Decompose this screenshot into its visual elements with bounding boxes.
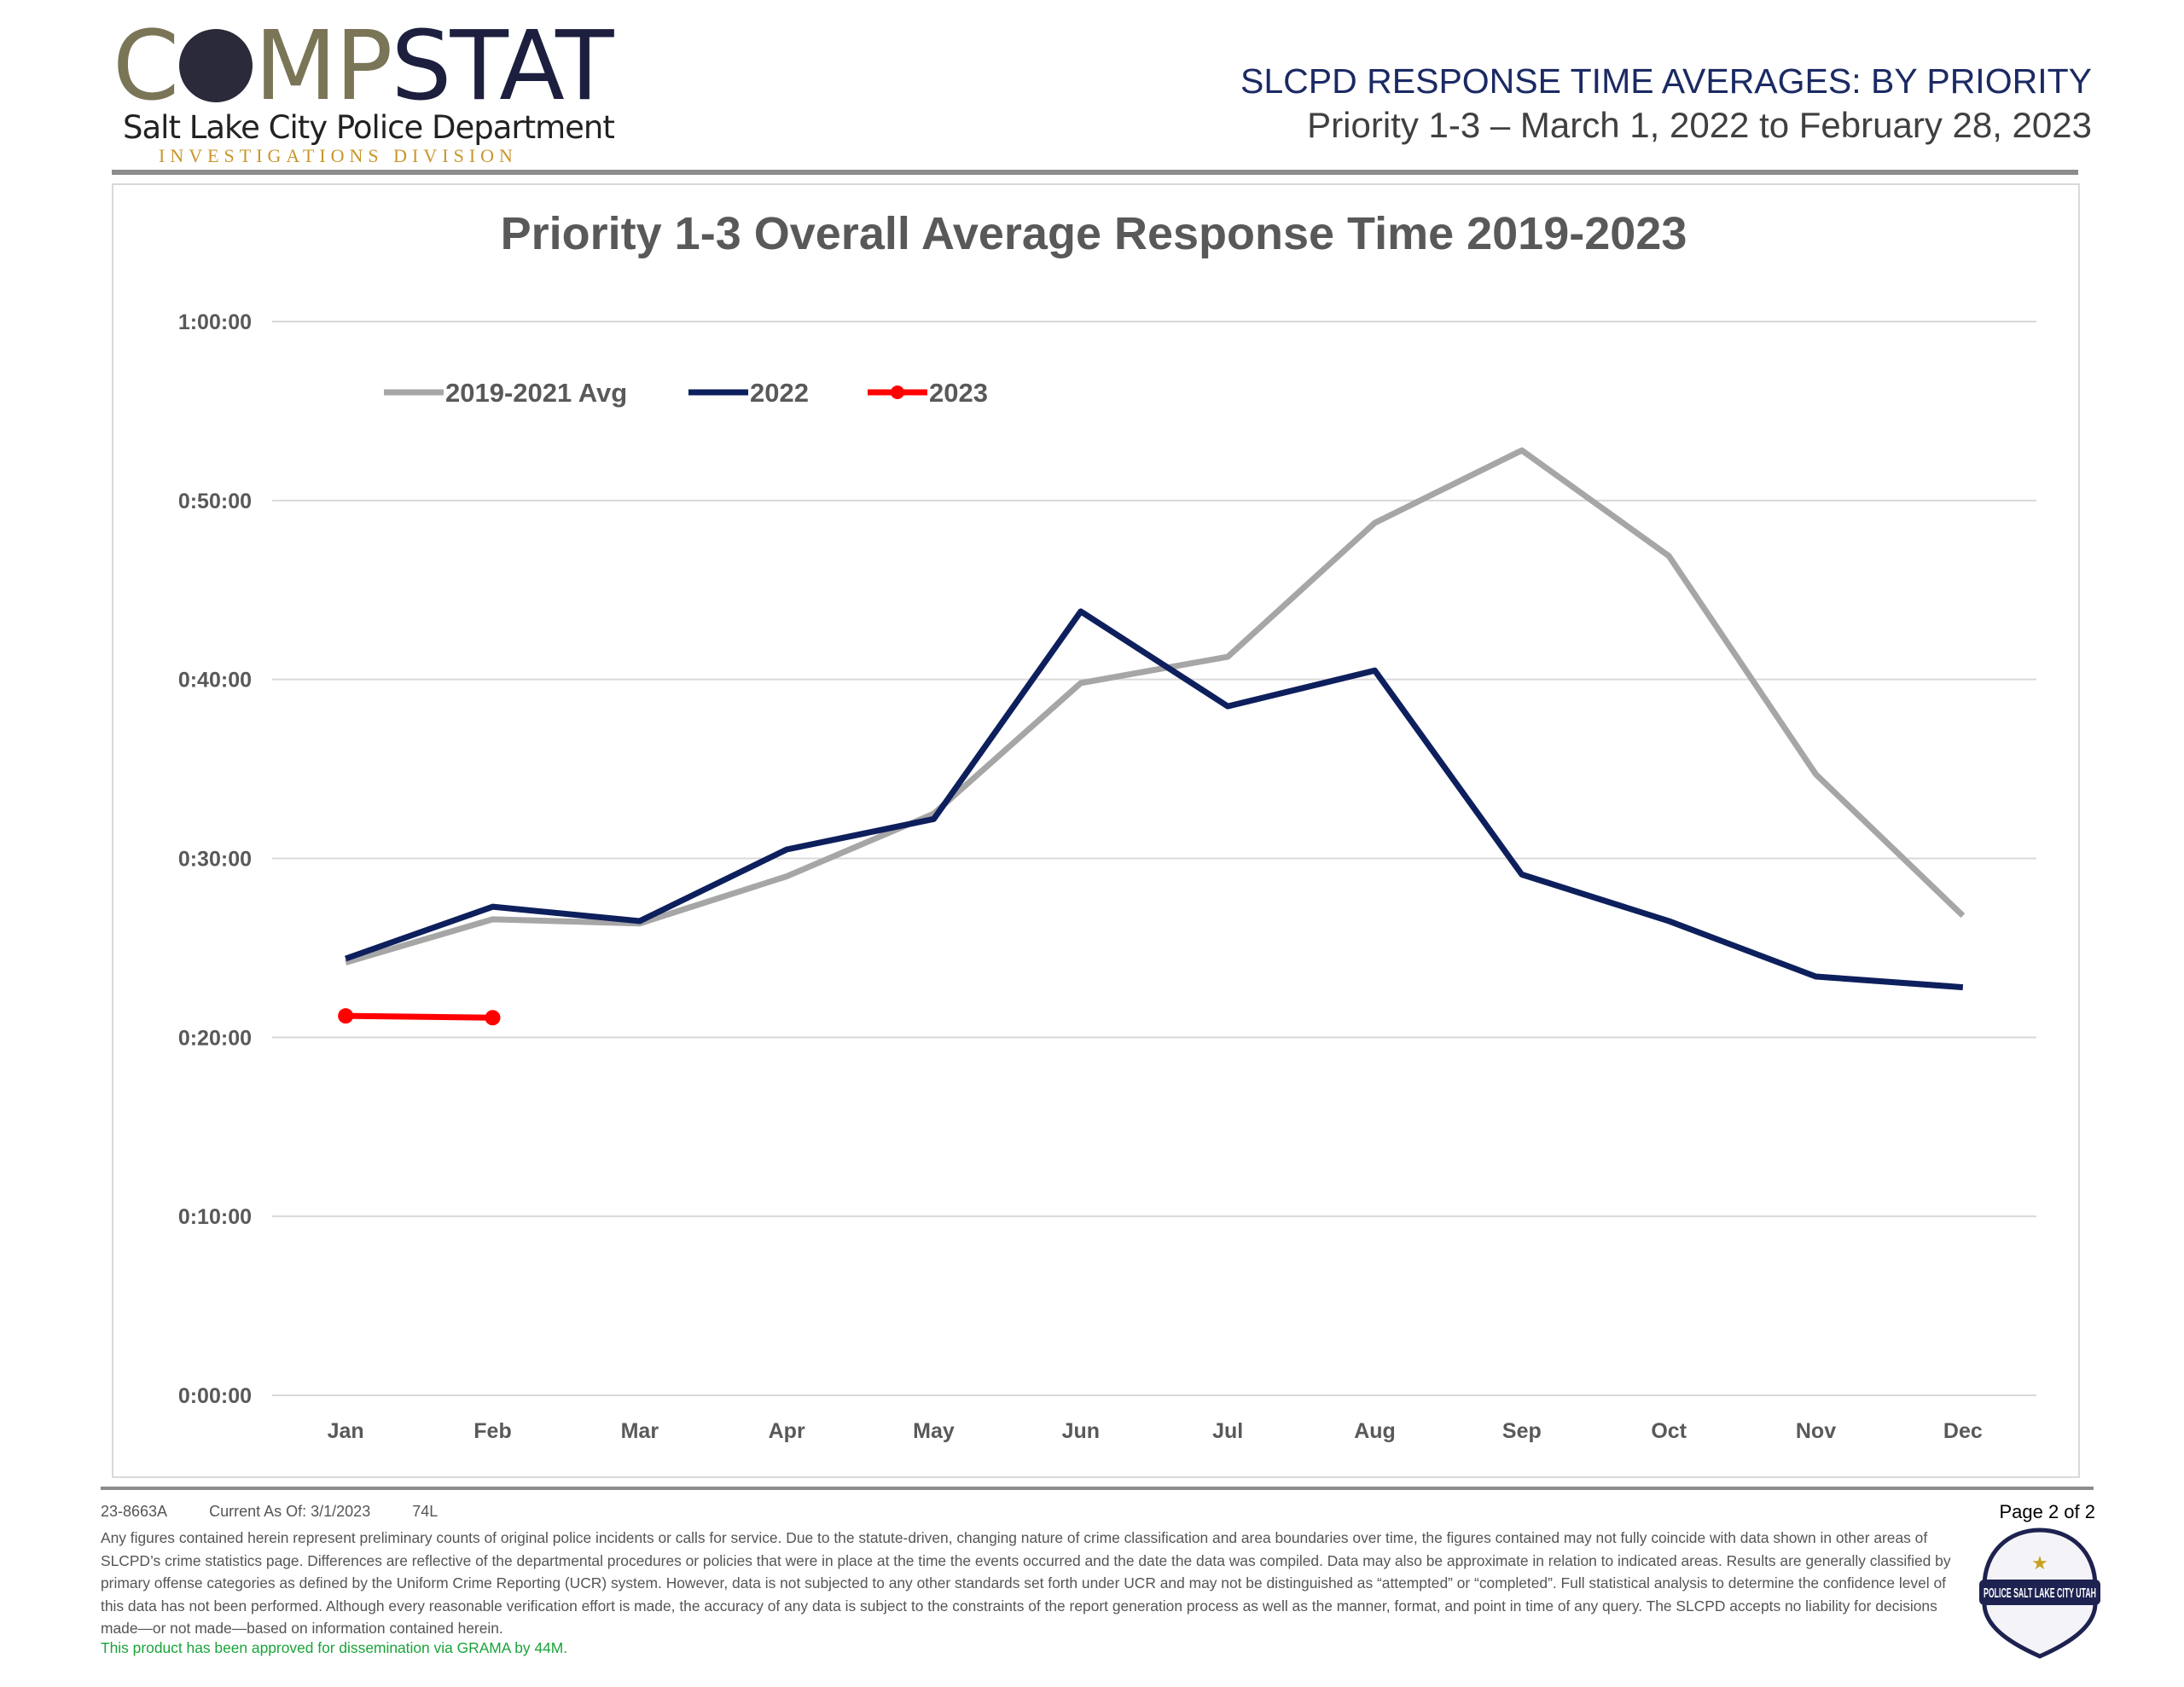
footer-divider xyxy=(101,1487,2094,1490)
grama-notice: This product has been approved for disse… xyxy=(101,1639,568,1656)
report-id: 23-8663A xyxy=(101,1503,168,1520)
y-tick-label: 0:40:00 xyxy=(178,669,252,693)
x-tick-label: Jan xyxy=(328,1419,364,1443)
chart-frame xyxy=(112,183,2080,1478)
y-tick-label: 0:20:00 xyxy=(178,1026,252,1050)
header-divider xyxy=(112,170,2078,175)
logo-department: Salt Lake City Police Department xyxy=(123,109,615,146)
x-tick-label: Sep xyxy=(1502,1419,1542,1443)
logo-letters-mp: MP xyxy=(254,11,392,122)
x-tick-label: Jul xyxy=(1212,1419,1243,1443)
svg-text:★: ★ xyxy=(2031,1552,2048,1574)
report-code: 74L xyxy=(412,1503,439,1520)
footer-meta: 23-8663A Current As Of: 3/1/2023 74L xyxy=(101,1503,475,1521)
seal-icon xyxy=(179,29,253,102)
page-number: Page 2 of 2 xyxy=(1999,1501,2095,1522)
y-tick-label: 0:30:00 xyxy=(178,848,252,872)
y-tick-label: 0:10:00 xyxy=(178,1205,252,1229)
logo-letter-c: C xyxy=(113,11,179,122)
x-tick-label: Aug xyxy=(1354,1419,1396,1443)
x-tick-label: Mar xyxy=(621,1419,659,1443)
y-tick-label: 0:50:00 xyxy=(178,490,252,513)
series-line-2019-2021 Avg xyxy=(345,447,1966,965)
y-tick-label: 1:00:00 xyxy=(178,310,252,334)
legend-label: 2022 xyxy=(750,378,809,408)
legend-label: 2023 xyxy=(929,378,988,408)
x-tick-label: Nov xyxy=(1796,1419,1836,1443)
report-title: SLCPD RESPONSE TIME AVERAGES: BY PRIORIT… xyxy=(1240,61,2092,101)
compstat-logo: C MPSTAT xyxy=(113,19,614,114)
x-tick-label: Feb xyxy=(473,1419,511,1443)
legend-marker xyxy=(891,386,904,399)
current-as-of: Current As Of: 3/1/2023 xyxy=(209,1503,371,1520)
badge-text: POLICE SALT LAKE CITY UTAH xyxy=(1984,1586,2096,1601)
x-tick-label: Oct xyxy=(1651,1419,1687,1443)
disclaimer: Any figures contained herein represent p… xyxy=(101,1529,1951,1637)
x-tick-label: Jun xyxy=(1062,1419,1100,1443)
chart-title: Priority 1-3 Overall Average Response Ti… xyxy=(501,208,1687,259)
data-point xyxy=(338,1008,354,1024)
x-tick-label: May xyxy=(913,1419,955,1443)
logo-division: INVESTIGATIONS DIVISION xyxy=(159,145,518,166)
series-line-2022 xyxy=(345,608,1964,991)
police-badge-icon: POLICE SALT LAKE CITY UTAH ★ xyxy=(1979,1528,2100,1659)
report-subtitle: Priority 1-3 – March 1, 2022 to February… xyxy=(1307,105,2092,145)
x-tick-label: Apr xyxy=(769,1419,805,1443)
legend-label: 2019-2021 Avg xyxy=(445,378,627,408)
x-tick-label: Dec xyxy=(1943,1419,1983,1443)
logo-letters-stat: STAT xyxy=(391,11,613,122)
y-tick-label: 0:00:00 xyxy=(178,1384,252,1408)
series-line-2023 xyxy=(346,1012,493,1021)
data-point xyxy=(485,1010,501,1026)
